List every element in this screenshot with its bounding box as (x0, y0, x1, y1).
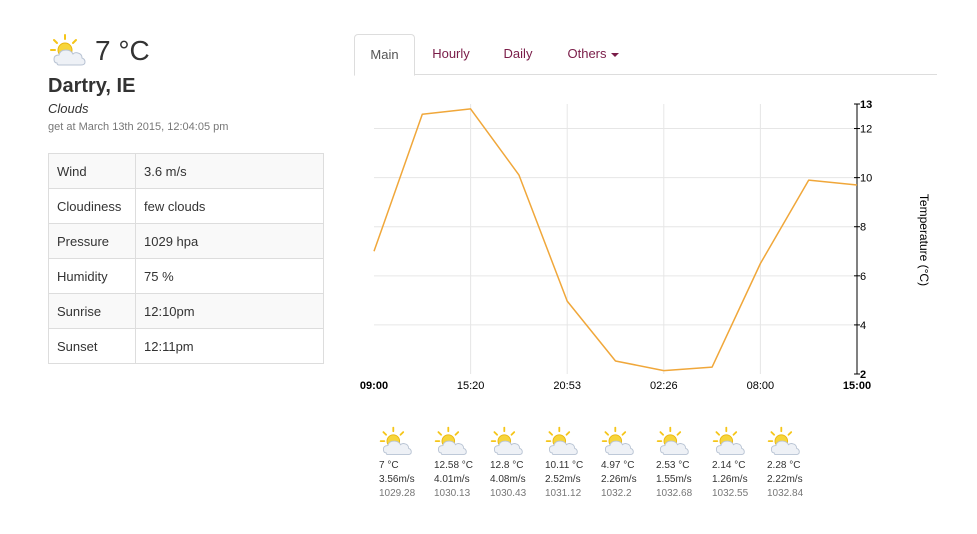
x-tick-label: 15:00 (843, 380, 871, 392)
detail-value: few clouds (135, 188, 324, 224)
forecast-item: 10.11 °C 2.52m/s 1031.12 (540, 425, 595, 501)
view-tabs: Main Hourly Daily Others (354, 34, 937, 76)
table-row: Humidity 75 % (48, 258, 324, 294)
y-axis-label: Temperature (°C) (917, 194, 931, 286)
forecast-pressure: 1031.12 (545, 488, 582, 499)
caret-down-icon (610, 52, 619, 57)
x-tick-label: 09:00 (360, 380, 388, 392)
y-tick-label: 6 (860, 271, 866, 283)
table-row: Pressure 1029 hpa (48, 223, 324, 259)
forecast-pressure: 1032.2 (601, 488, 632, 499)
forecast-temp: 7 °C (379, 460, 399, 471)
forecast-pressure: 1030.13 (434, 488, 471, 499)
weather-details-table: Wind 3.6 m/s Cloudiness few clouds Press… (48, 153, 324, 364)
forecast-pressure: 1030.43 (490, 488, 527, 499)
tab-daily[interactable]: Daily (489, 34, 547, 74)
location-name: Dartry, IE (48, 75, 136, 97)
forecast-wind: 1.26m/s (712, 474, 748, 485)
forecast-temp: 2.53 °C (656, 460, 690, 471)
detail-value: 3.6 m/s (135, 153, 324, 189)
y-tick-label: 8 (860, 222, 866, 234)
forecast-wind: 3.56m/s (379, 474, 415, 485)
partly-cloudy-sun-icon (544, 425, 580, 459)
temperature-series-line (373, 108, 858, 372)
temperature-chart: 09:00 15:20 20:53 02:26 08:00 15:002 4 6 8 10 12 13… (360, 99, 931, 392)
x-tick-label: 08:00 (747, 380, 775, 392)
table-row: Sunrise 12:10pm (48, 293, 324, 329)
table-row: Wind 3.6 m/s (48, 153, 324, 189)
forecast-wind: 4.01m/s (434, 474, 470, 485)
forecast-item: 12.8 °C 4.08m/s 1030.43 (485, 425, 540, 501)
forecast-item: 4.97 °C 2.26m/s 1032.2 (596, 425, 651, 501)
partly-cloudy-sun-icon (489, 425, 525, 459)
tab-label: Daily (503, 46, 533, 61)
forecast-temp: 2.14 °C (712, 460, 746, 471)
partly-cloudy-sun-icon (378, 425, 414, 459)
partly-cloudy-sun-icon (766, 425, 802, 459)
detail-label: Sunrise (48, 293, 136, 329)
detail-label: Humidity (48, 258, 136, 294)
detail-label: Cloudiness (48, 188, 136, 224)
forecast-temp: 12.8 °C (490, 460, 524, 471)
updated-timestamp: get at March 13th 2015, 12:04:05 pm (48, 121, 229, 133)
forecast-wind: 2.52m/s (545, 474, 581, 485)
tab-label: Hourly (432, 46, 470, 61)
tab-label: Main (370, 47, 399, 62)
forecast-temp: 2.28 °C (767, 460, 801, 471)
y-tick-label: 10 (860, 173, 872, 185)
table-row: Cloudiness few clouds (48, 188, 324, 224)
forecast-pressure: 1032.68 (656, 488, 693, 499)
tab-main[interactable]: Main (354, 34, 415, 76)
forecast-wind: 4.08m/s (490, 474, 526, 485)
forecast-temp: 4.97 °C (601, 460, 635, 471)
x-tick-label: 02:26 (650, 380, 678, 392)
detail-value: 12:10pm (135, 293, 324, 329)
partly-cloudy-sun-icon (655, 425, 691, 459)
forecast-pressure: 1032.55 (712, 488, 749, 499)
x-tick-label: 15:20 (457, 380, 485, 392)
tab-others[interactable]: Others (555, 34, 631, 74)
detail-label: Wind (48, 153, 136, 189)
tab-hourly[interactable]: Hourly (420, 34, 482, 74)
forecast-item: 2.53 °C 1.55m/s 1032.68 (651, 425, 706, 501)
forecast-temp: 12.58 °C (434, 460, 474, 471)
forecast-item: 7 °C 3.56m/s 1029.28 (374, 425, 429, 501)
partly-cloudy-sun-icon (600, 425, 636, 459)
forecast-wind: 2.26m/s (601, 474, 637, 485)
detail-label: Sunset (48, 328, 136, 364)
partly-cloudy-sun-icon (711, 425, 747, 459)
partly-cloudy-sun-icon (433, 425, 469, 459)
condition-text: Clouds (48, 101, 89, 116)
forecast-strip: 7 °C 3.56m/s 1029.28 12.58 °C 4.01m/s 10… (374, 425, 834, 515)
detail-value: 1029 hpa (135, 223, 324, 259)
x-tick-label: 20:53 (553, 380, 581, 392)
y-tick-label: 2 (860, 369, 866, 381)
forecast-item: 2.28 °C 2.22m/s 1032.84 (762, 425, 817, 501)
detail-value: 12:11pm (135, 328, 324, 364)
tab-label: Others (567, 46, 607, 61)
y-tick-label: 12 (860, 124, 872, 136)
forecast-item: 12.58 °C 4.01m/s 1030.13 (429, 425, 484, 501)
forecast-pressure: 1029.28 (379, 488, 416, 499)
current-summary: 7 °C (48, 33, 324, 69)
forecast-wind: 1.55m/s (656, 474, 692, 485)
forecast-pressure: 1032.84 (767, 488, 804, 499)
current-temperature: 7 °C (95, 35, 150, 66)
forecast-item: 2.14 °C 1.26m/s 1032.55 (707, 425, 762, 501)
forecast-wind: 2.22m/s (767, 474, 803, 485)
y-tick-label: 13 (860, 99, 872, 111)
table-row: Sunset 12:11pm (48, 328, 324, 364)
detail-value: 75 % (135, 258, 324, 294)
y-tick-label: 4 (860, 320, 866, 332)
forecast-temp: 10.11 °C (545, 460, 584, 471)
detail-label: Pressure (48, 223, 136, 259)
